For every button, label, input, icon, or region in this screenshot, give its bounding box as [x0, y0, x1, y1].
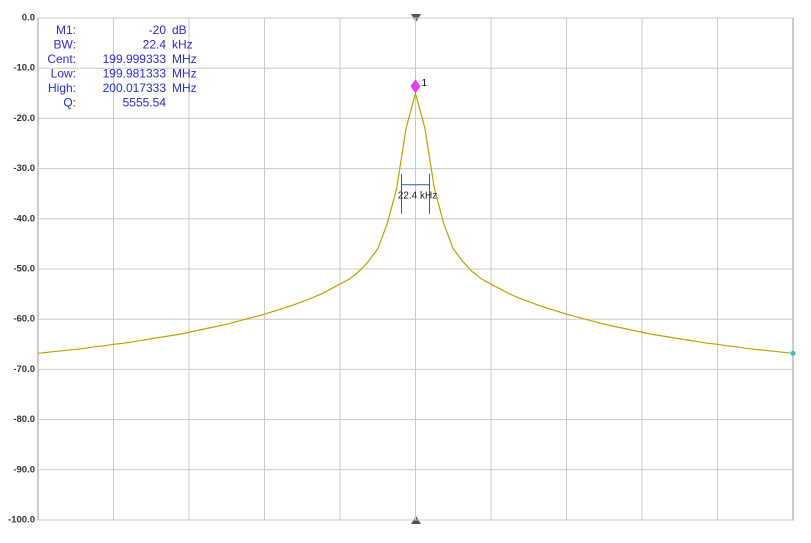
info-label: BW:	[54, 38, 76, 52]
info-value: 5555.54	[123, 96, 167, 110]
y-tick-label: -100.0	[8, 515, 35, 526]
info-unit: MHz	[172, 81, 197, 95]
info-unit: MHz	[172, 67, 197, 81]
marker-label: 1	[422, 78, 428, 89]
info-unit: dB	[172, 23, 187, 37]
info-label: Q:	[63, 96, 76, 110]
info-label: M1:	[56, 23, 76, 37]
y-tick-label: -20.0	[13, 113, 35, 124]
y-tick-label: -50.0	[13, 264, 35, 275]
info-unit: MHz	[172, 52, 197, 66]
info-label: Cent:	[47, 52, 76, 66]
info-value: 199.981333	[103, 67, 167, 81]
info-label: High:	[48, 81, 76, 95]
peak-marker	[410, 79, 421, 94]
end-marker	[790, 350, 796, 356]
y-tick-label: -90.0	[13, 464, 35, 475]
info-value: 199.999333	[103, 52, 167, 66]
y-tick-label: -70.0	[13, 364, 35, 375]
y-tick-label: -80.0	[13, 414, 35, 425]
y-tick-label: -30.0	[13, 163, 35, 174]
y-tick-label: 0.0	[22, 13, 35, 24]
info-value: 22.4	[143, 38, 167, 52]
info-value: 200.017333	[103, 81, 167, 95]
y-tick-label: -60.0	[13, 314, 35, 325]
y-tick-label: -10.0	[13, 63, 35, 74]
info-label: Low:	[51, 67, 76, 81]
info-unit: kHz	[172, 38, 193, 52]
y-tick-label: -40.0	[13, 213, 35, 224]
info-value: -20	[149, 23, 167, 37]
bw-label: 22.4 kHz	[398, 190, 437, 201]
